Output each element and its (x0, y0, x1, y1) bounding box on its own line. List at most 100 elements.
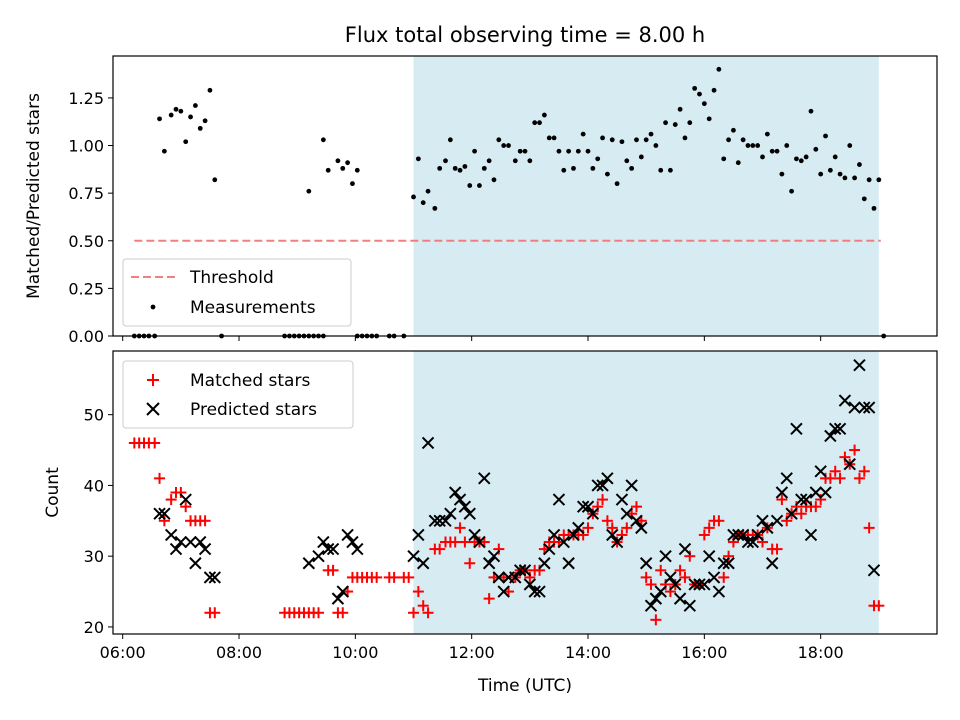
y-tick-label: 1.25 (68, 89, 104, 108)
predicted-star-point (693, 578, 706, 591)
predicted-star-point (331, 592, 345, 605)
matched-star-point (434, 543, 446, 555)
legend-predicted-swatch (146, 402, 160, 416)
matched-star-point (417, 600, 429, 612)
matched-star-point (834, 472, 846, 484)
predicted-star-points (153, 358, 881, 612)
measurement-point (491, 177, 497, 183)
predicted-star-point (198, 542, 212, 556)
predicted-star-point (523, 578, 537, 591)
measurement-point (813, 146, 819, 152)
measurement-points (131, 66, 887, 339)
measurement-point (546, 135, 552, 141)
predicted-star-point (673, 592, 687, 605)
measurement-point (609, 137, 615, 143)
predicted-star-point (591, 479, 604, 492)
counts-legend: Matched stars Predicted stars (122, 360, 354, 429)
predicted-star-point (741, 535, 755, 549)
predicted-star-point (543, 542, 556, 556)
predicted-star-point (732, 528, 745, 542)
x-tick-label: 16:00 (681, 643, 727, 662)
measurement-point (779, 171, 785, 177)
predicted-star-point (189, 557, 202, 570)
predicted-star-point (635, 521, 648, 535)
measurement-point (452, 165, 458, 171)
matched-star-point (313, 607, 325, 619)
y-tick-label: 0.50 (68, 232, 104, 251)
predicted-star-point (576, 500, 590, 513)
predicted-star-point (620, 507, 633, 520)
measurement-point (774, 148, 780, 154)
measurement-point (335, 158, 341, 164)
measurement-point (197, 125, 203, 131)
measurement-point (580, 131, 586, 137)
matched-star-point (158, 515, 170, 527)
predicted-star-point (833, 422, 847, 436)
ratio-legend: Threshold Measurements (122, 258, 352, 327)
measurement-point (432, 205, 438, 211)
predicted-star-point (712, 585, 726, 598)
predicted-star-point (562, 557, 575, 570)
predicted-star-point (610, 535, 624, 549)
matched-star-point (790, 501, 802, 513)
measurement-point (590, 165, 596, 171)
measurement-point (624, 158, 630, 164)
measurement-point (857, 162, 862, 167)
x-axis-label: Time (UTC) (477, 676, 572, 696)
x-tick-label: 14:00 (565, 643, 611, 662)
matched-star-point (621, 522, 633, 534)
measurement-point (871, 205, 877, 211)
measurement-point (161, 148, 167, 154)
measurement-point (157, 116, 162, 122)
measurement-point (437, 165, 443, 171)
measurement-point (837, 171, 843, 177)
y-tick-label: 20 (84, 618, 104, 637)
predicted-star-point (322, 542, 335, 556)
matched-star-point (459, 536, 471, 548)
matched-star-point (674, 564, 686, 576)
measurement-point (619, 139, 625, 145)
observing-window-top (413, 56, 879, 336)
matched-star-point (776, 494, 788, 506)
measurement-point (697, 91, 702, 97)
predicted-star-point (790, 422, 803, 436)
measurement-point (677, 106, 683, 112)
predicted-star-point (208, 571, 221, 584)
predicted-star-point (644, 599, 658, 612)
measurement-point (188, 114, 193, 120)
measurement-point (325, 167, 331, 173)
matched-star-point (795, 508, 807, 520)
measurement-point (803, 154, 809, 160)
measurement-point (486, 158, 492, 164)
predicted-star-point (639, 557, 653, 570)
matched-star-point (606, 522, 618, 534)
predicted-star-point (736, 528, 750, 542)
matched-star-point (757, 536, 769, 548)
measurement-point (561, 167, 567, 173)
measurement-point (711, 87, 717, 93)
measurement-point (457, 167, 463, 173)
predicted-star-point (824, 429, 837, 443)
predicted-star-point (625, 479, 638, 492)
predicted-star-point (444, 507, 457, 520)
predicted-star-point (630, 514, 643, 528)
measurement-point (861, 196, 867, 202)
counts-axes-frame (112, 350, 938, 635)
measurement-point (472, 148, 477, 154)
matched-star-point (449, 536, 461, 548)
measurement-point (600, 135, 605, 141)
matched-star-point (829, 465, 841, 477)
predicted-star-point (799, 493, 813, 506)
measurement-point (340, 165, 346, 171)
measurement-point (692, 85, 698, 91)
predicted-star-point (518, 564, 532, 577)
predicted-star-point (615, 493, 629, 506)
y-tick-label: 0.25 (68, 279, 104, 298)
matched-star-point (154, 472, 166, 484)
predicted-star-point (606, 528, 619, 542)
predicted-star-point (814, 465, 827, 478)
predicted-star-point (843, 457, 856, 471)
predicted-star-point (659, 549, 672, 563)
predicted-star-point (853, 358, 866, 372)
matched-star-point (601, 515, 613, 527)
